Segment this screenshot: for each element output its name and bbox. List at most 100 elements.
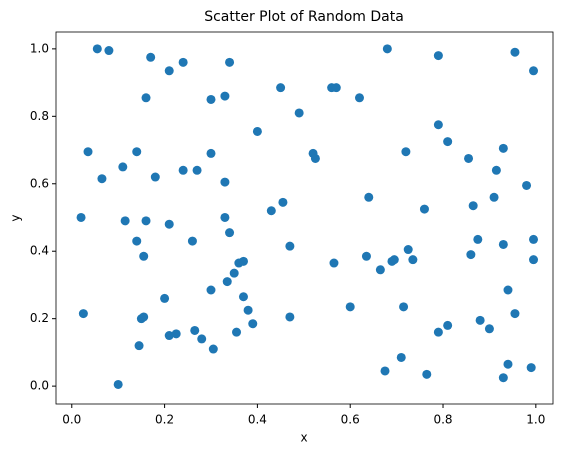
point (484, 324, 494, 334)
point (510, 309, 520, 319)
x-tick-label: 0.6 (341, 413, 360, 427)
point (229, 268, 239, 278)
point (139, 312, 149, 322)
point (83, 147, 93, 157)
point (475, 315, 485, 325)
point (164, 331, 174, 341)
x-tick-label: 0.8 (433, 413, 452, 427)
point (178, 57, 188, 67)
point (422, 369, 432, 379)
point (529, 255, 539, 265)
point (141, 216, 151, 226)
point (78, 309, 88, 319)
point (225, 57, 235, 67)
point (276, 83, 286, 93)
point (403, 245, 413, 255)
point (329, 258, 339, 268)
point (220, 91, 230, 101)
point (464, 153, 474, 163)
point (399, 302, 409, 312)
y-tick-label: 0.0 (30, 379, 49, 393)
point (498, 373, 508, 383)
plot-frame (55, 31, 554, 405)
point (141, 93, 151, 103)
point (171, 329, 181, 339)
point (206, 148, 216, 158)
x-tick-label: 0.2 (155, 413, 174, 427)
y-tick-label: 0.6 (30, 176, 49, 190)
point (408, 255, 418, 265)
point (529, 66, 539, 76)
point (120, 216, 130, 226)
point (310, 153, 320, 163)
point (489, 192, 499, 202)
y-tick-label: 0.4 (30, 244, 49, 258)
x-axis-label: x (300, 431, 307, 445)
point (285, 312, 295, 322)
point (498, 143, 508, 153)
point (92, 44, 102, 54)
point (134, 341, 144, 351)
point (132, 147, 142, 157)
point (433, 120, 443, 130)
point (243, 305, 253, 315)
point (146, 52, 156, 62)
point (382, 44, 392, 54)
y-tick-label: 1.0 (30, 41, 49, 55)
point (401, 147, 411, 157)
point (294, 108, 304, 118)
point (364, 192, 374, 202)
y-tick-label: 0.2 (30, 311, 49, 325)
point (498, 239, 508, 249)
point (150, 172, 160, 182)
point (468, 201, 478, 211)
point (97, 174, 107, 184)
point (164, 219, 174, 229)
point (178, 165, 188, 175)
point (285, 241, 295, 251)
point (164, 66, 174, 76)
point (238, 292, 248, 302)
point (380, 366, 390, 376)
point (139, 251, 149, 261)
point (510, 47, 520, 57)
x-tick-label: 1.0 (526, 413, 545, 427)
point (396, 352, 406, 362)
point (206, 285, 216, 295)
x-tick-label: 0.0 (62, 413, 81, 427)
y-axis-label: y (9, 214, 23, 221)
point (466, 250, 476, 260)
point (192, 165, 202, 175)
point (104, 46, 114, 56)
point (503, 285, 513, 295)
point (278, 197, 288, 207)
point (503, 359, 513, 369)
point (113, 379, 123, 389)
point (433, 327, 443, 337)
point (208, 344, 218, 354)
point (491, 165, 501, 175)
point (76, 212, 86, 222)
point (222, 277, 232, 287)
point (389, 255, 399, 265)
point (443, 137, 453, 147)
point (220, 177, 230, 187)
point (132, 236, 142, 246)
point (187, 236, 197, 246)
point (238, 256, 248, 266)
point (375, 265, 385, 275)
point (529, 234, 539, 244)
point (118, 162, 128, 172)
point (433, 51, 443, 61)
point (522, 180, 532, 190)
x-tick-label: 0.4 (248, 413, 267, 427)
point (354, 93, 364, 103)
point (197, 334, 207, 344)
point (190, 325, 200, 335)
chart-title: Scatter Plot of Random Data (204, 9, 404, 25)
point (248, 319, 258, 329)
point (361, 251, 371, 261)
point (331, 83, 341, 93)
